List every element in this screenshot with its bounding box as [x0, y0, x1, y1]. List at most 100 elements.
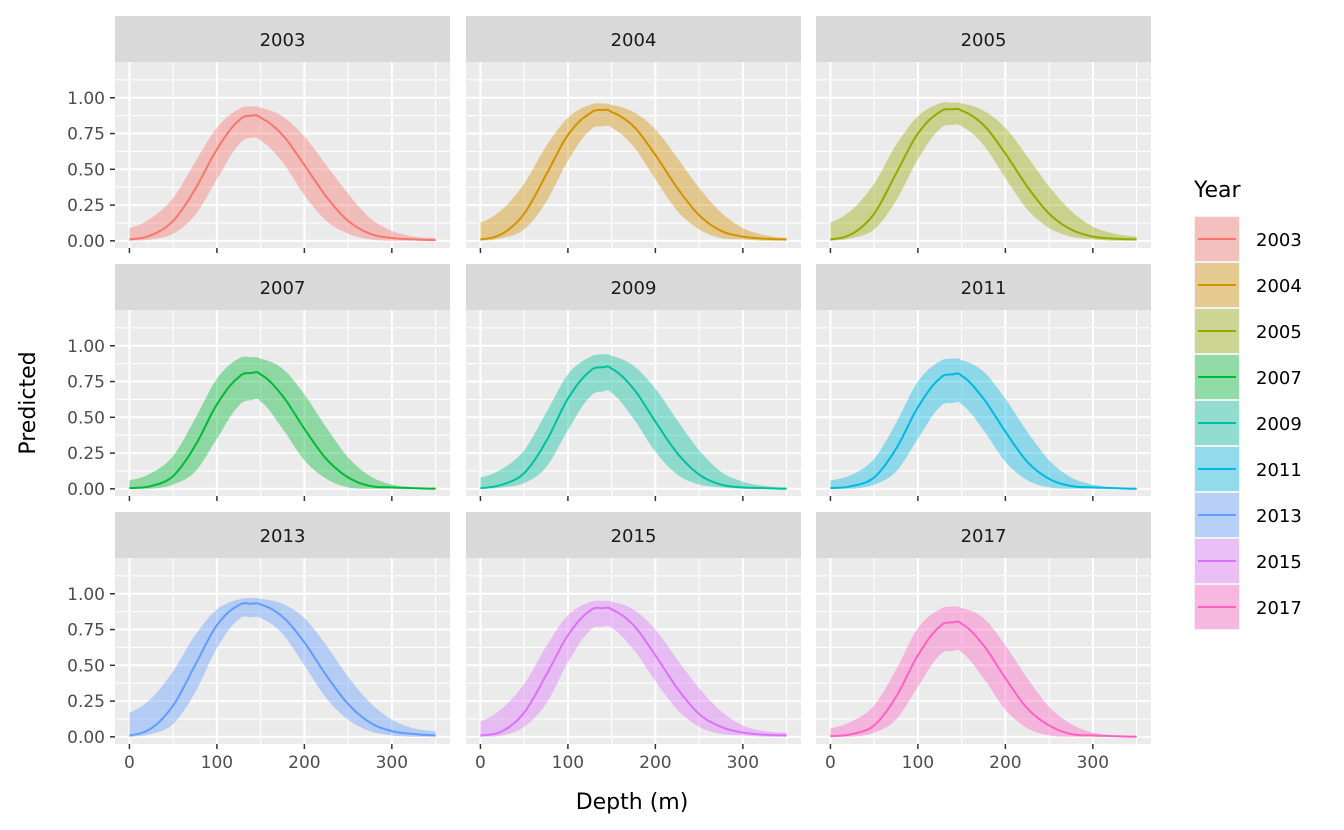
- x-tick-label: 300: [376, 753, 408, 773]
- facet-panel-2005: 2005: [816, 16, 1151, 253]
- x-tick-label: 300: [727, 753, 759, 773]
- legend-label: 2003: [1256, 230, 1302, 251]
- confidence-ribbon-2011: [830, 358, 1137, 489]
- y-tick-label: 1.00: [67, 585, 105, 605]
- y-tick-label: 0.25: [67, 444, 105, 464]
- panel-background: [115, 310, 450, 496]
- x-tick-label: 0: [124, 753, 135, 773]
- legend-item-2015: 2015: [1194, 538, 1302, 584]
- legend-label: 2007: [1256, 368, 1302, 389]
- facet-strip-label: 2007: [260, 278, 306, 299]
- legend-label: 2009: [1256, 414, 1302, 435]
- x-tick-label: 100: [902, 753, 934, 773]
- legend-item-2004: 2004: [1194, 262, 1302, 308]
- x-tick-label: 100: [552, 753, 584, 773]
- y-tick-label: 0.25: [67, 692, 105, 712]
- panel-background: [115, 62, 450, 248]
- panel-background: [466, 310, 801, 496]
- fit-line-2007: [129, 371, 436, 490]
- y-tick-label: 0.75: [67, 621, 105, 641]
- facet-panel-2015: 2015 0 100 200 300: [466, 512, 801, 773]
- legend-label: 2004: [1256, 276, 1302, 297]
- fit-line-2013: [129, 602, 436, 737]
- legend-item-2003: 2003: [1194, 216, 1302, 262]
- y-tick-label: 0.50: [67, 160, 105, 180]
- legend: Year 2003 2004 2005 2007 2009 2011 2013 2015 2017: [1193, 178, 1302, 630]
- facet-strip: [816, 512, 1151, 558]
- facet-strip-label: 2005: [961, 30, 1007, 51]
- facet-strip: [816, 264, 1151, 310]
- fit-line-2003: [129, 114, 436, 242]
- facet-panel-2007: 2007 0.00 0.25 0.50 0.75 1.00: [67, 264, 450, 501]
- y-tick-label: 0.50: [67, 656, 105, 676]
- x-axis-title: Depth (m): [576, 790, 689, 815]
- confidence-ribbon-2004: [480, 103, 787, 241]
- fit-line-2017: [830, 620, 1137, 738]
- y-tick-label: 0.00: [67, 480, 105, 500]
- facet-strip: [466, 264, 801, 310]
- fit-line-2009: [480, 365, 787, 490]
- legend-label: 2005: [1256, 322, 1302, 343]
- facet-strip-label: 2013: [260, 526, 306, 547]
- facet-strip-label: 2015: [611, 526, 657, 547]
- x-tick-label: 0: [825, 753, 836, 773]
- legend-label: 2015: [1256, 552, 1302, 573]
- facet-panel-2009: 2009: [466, 264, 801, 501]
- y-tick-label: 0.25: [67, 196, 105, 216]
- facet-strip: [115, 512, 450, 558]
- confidence-ribbon-2007: [129, 356, 436, 489]
- confidence-ribbon-2005: [830, 102, 1137, 241]
- facet-panel-2017: 2017 0 100 200 300: [816, 512, 1151, 773]
- facet-strip: [816, 16, 1151, 62]
- facet-strip-label: 2017: [961, 526, 1007, 547]
- confidence-ribbon-2009: [480, 354, 787, 489]
- y-axis-title: Predicted: [16, 351, 41, 454]
- facet-strip-label: 2011: [961, 278, 1007, 299]
- legend-item-2005: 2005: [1194, 308, 1302, 354]
- fit-line-2015: [480, 606, 787, 737]
- facet-panel-2004: 2004: [466, 16, 801, 253]
- facet-panel-2003: 2003 0.00 0.25 0.50 0.75 1.00: [67, 16, 450, 253]
- facet-panels: 2003 0.00 0.25 0.50 0.75 1.00 2004 2005 2007 0.00…: [67, 16, 1151, 773]
- legend-label: 2013: [1256, 506, 1302, 527]
- y-tick-label: 0.75: [67, 373, 105, 393]
- legend-title: Year: [1193, 178, 1242, 203]
- legend-item-2009: 2009: [1194, 400, 1302, 446]
- fit-line-2004: [480, 108, 787, 241]
- confidence-ribbon-2013: [129, 598, 436, 737]
- y-tick-label: 0.00: [67, 728, 105, 748]
- legend-item-2007: 2007: [1194, 354, 1302, 400]
- legend-label: 2011: [1256, 460, 1302, 481]
- x-tick-label: 0: [475, 753, 486, 773]
- facet-strip-label: 2009: [611, 278, 657, 299]
- y-tick-label: 1.00: [67, 89, 105, 109]
- panel-background: [115, 558, 450, 744]
- y-tick-label: 0.75: [67, 125, 105, 145]
- legend-item-2011: 2011: [1194, 446, 1302, 492]
- facet-panel-2011: 2011: [816, 264, 1151, 501]
- legend-label: 2017: [1256, 598, 1302, 619]
- facet-panel-2013: 2013 0.00 0.25 0.50 0.75 1.00 0 100 200 300: [67, 512, 450, 773]
- fit-line-2011: [830, 372, 1137, 490]
- confidence-ribbon-2017: [830, 606, 1137, 737]
- panel-background: [816, 310, 1151, 496]
- y-tick-label: 1.00: [67, 337, 105, 357]
- x-tick-label: 100: [201, 753, 233, 773]
- x-tick-label: 200: [639, 753, 671, 773]
- confidence-ribbon-2003: [129, 106, 436, 241]
- x-tick-label: 300: [1077, 753, 1109, 773]
- panel-background: [816, 558, 1151, 744]
- y-tick-label: 0.00: [67, 232, 105, 252]
- facet-strip-label: 2003: [260, 30, 306, 51]
- facet-strip: [466, 16, 801, 62]
- x-tick-label: 200: [989, 753, 1021, 773]
- confidence-ribbon-2015: [480, 600, 787, 737]
- legend-item-2017: 2017: [1194, 584, 1302, 630]
- panel-background: [466, 558, 801, 744]
- legend-item-2013: 2013: [1194, 492, 1302, 538]
- facet-strip: [115, 16, 450, 62]
- facet-strip: [466, 512, 801, 558]
- facet-strip-label: 2004: [611, 30, 657, 51]
- facet-strip: [115, 264, 450, 310]
